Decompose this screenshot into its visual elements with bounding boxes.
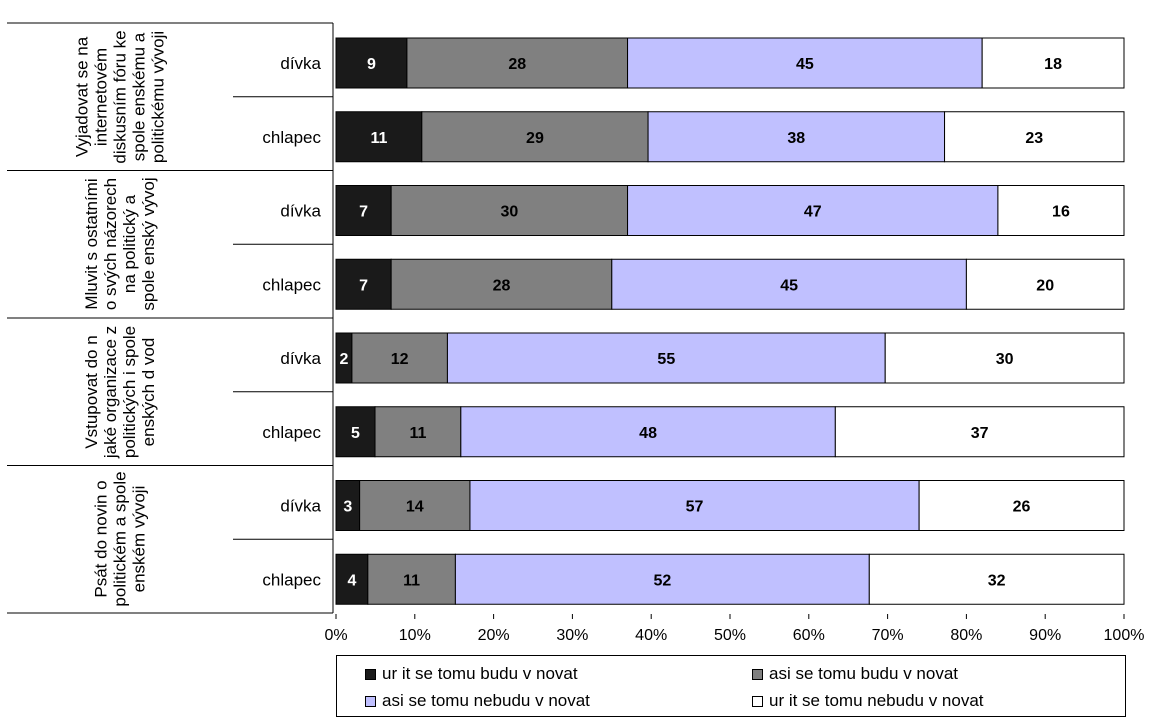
data-label-0-1-3: 23	[1025, 130, 1043, 147]
group-label-text-2: Vstupovat do n jaké organizace z politic…	[82, 325, 158, 458]
legend-swatch-0	[365, 668, 376, 680]
legend-swatch-1	[752, 668, 763, 680]
data-label-1-1-1: 28	[493, 277, 511, 294]
data-label-2-0-0: 2	[340, 351, 349, 368]
data-label-3-0-3: 26	[1013, 499, 1031, 516]
data-label-0-1-2: 38	[787, 130, 805, 147]
bar-1-1-1	[390, 258, 613, 310]
row-label-0-0: dívka	[280, 54, 321, 73]
data-label-1-1-3: 20	[1036, 277, 1054, 294]
group-label-text-0: Vyjadovat se na internetovém diskusním f…	[72, 30, 168, 164]
legend-item-1: asi se tomu budu v novat	[752, 664, 958, 684]
bar-0-0-1	[406, 37, 629, 89]
x-tick-label-1: 10%	[399, 627, 431, 644]
bar-2-1-3	[834, 406, 1125, 458]
bar-0-0-0	[335, 37, 408, 89]
data-label-2-0-1: 12	[391, 351, 409, 368]
bar-3-1-2	[454, 553, 870, 605]
legend-label-0: ur it se tomu budu v novat	[382, 664, 578, 683]
data-label-1-0-2: 47	[804, 204, 822, 221]
data-label-2-1-3: 37	[971, 425, 989, 442]
legend-label-3: ur it se tomu nebudu v novat	[769, 691, 984, 710]
bar-1-0-0	[335, 185, 392, 236]
data-label-3-0-1: 14	[406, 499, 424, 516]
bar-2-0-1	[351, 332, 448, 384]
bar-2-0-3	[884, 332, 1125, 384]
legend-item-3: ur it se tomu nebudu v novat	[752, 691, 984, 711]
data-label-1-1-2: 45	[780, 277, 798, 294]
group-label-3: Psát do novin o politickém a spole enské…	[7, 466, 233, 614]
data-label-2-1-0: 5	[351, 425, 360, 442]
legend-label-1: asi se tomu budu v novat	[769, 664, 959, 683]
row-label-0-1: chlapec	[262, 128, 321, 147]
bar-1-1-3	[965, 258, 1125, 310]
bar-0-0-3	[981, 37, 1125, 89]
data-label-3-0-0: 3	[343, 499, 352, 516]
bar-3-0-2	[469, 480, 920, 531]
bar-3-1-1	[367, 553, 456, 605]
data-label-3-0-2: 57	[686, 499, 704, 516]
row-label-1-1: chlapec	[262, 275, 321, 294]
data-label-0-0-1: 28	[508, 56, 526, 73]
bar-3-1-3	[868, 553, 1125, 605]
data-label-3-1-2: 52	[653, 572, 671, 589]
bar-0-1-0	[335, 111, 423, 163]
x-tick-label-7: 70%	[872, 627, 904, 644]
x-tick-label-0: 0%	[324, 627, 347, 644]
row-label-3-1: chlapec	[262, 570, 321, 589]
x-tick-label-8: 80%	[950, 627, 982, 644]
data-label-1-0-3: 16	[1052, 204, 1070, 221]
data-label-3-1-3: 32	[988, 572, 1006, 589]
row-label-3-0: dívka	[280, 497, 321, 516]
data-label-0-1-0: 11	[370, 130, 387, 147]
data-label-0-1-1: 29	[526, 130, 544, 147]
bar-1-0-3	[997, 185, 1125, 236]
data-label-1-0-1: 30	[500, 204, 518, 221]
group-label-text-1: Mluvit s ostatními o svých názorech na p…	[82, 177, 158, 311]
x-tick-label-5: 50%	[714, 627, 746, 644]
data-label-2-0-2: 55	[657, 351, 675, 368]
data-label-2-1-1: 11	[409, 425, 426, 442]
legend-item-0: ur it se tomu budu v novat	[365, 664, 578, 684]
row-label-2-1: chlapec	[262, 423, 321, 442]
bar-2-1-1	[374, 406, 462, 458]
x-tick-label-6: 60%	[793, 627, 825, 644]
x-tick-label-4: 40%	[635, 627, 667, 644]
bar-0-1-1	[421, 111, 649, 163]
x-tick-label-10: 100%	[1104, 627, 1145, 644]
bar-0-0-2	[627, 37, 983, 89]
bar-1-0-2	[627, 185, 999, 236]
row-label-2-0: dívka	[280, 349, 321, 368]
bar-3-0-3	[918, 480, 1125, 531]
x-tick-label-2: 20%	[478, 627, 510, 644]
data-label-0-0-2: 45	[796, 56, 814, 73]
legend-swatch-3	[752, 695, 763, 707]
bar-0-1-3	[944, 111, 1125, 163]
data-label-0-0-3: 18	[1044, 56, 1062, 73]
group-label-1: Mluvit s ostatními o svých názorech na p…	[7, 171, 233, 319]
legend-item-2: asi se tomu nebudu v novat	[365, 691, 590, 711]
bar-0-1-2	[647, 111, 946, 163]
data-label-2-1-2: 48	[639, 425, 657, 442]
x-tick-label-3: 30%	[556, 627, 588, 644]
bar-1-1-2	[611, 258, 967, 310]
bar-2-0-2	[446, 332, 886, 384]
bar-1-0-1	[390, 185, 629, 236]
legend: ur it se tomu budu v novat asi se tomu b…	[336, 655, 1126, 717]
legend-label-2: asi se tomu nebudu v novat	[382, 691, 590, 710]
x-tick-label-9: 90%	[1029, 627, 1061, 644]
data-label-1-0-0: 7	[359, 204, 368, 221]
group-label-0: Vyjadovat se na internetovém diskusním f…	[7, 23, 233, 171]
data-label-2-0-3: 30	[996, 351, 1014, 368]
legend-swatch-2	[365, 695, 376, 707]
group-label-text-3: Psát do novin o politickém a spole enské…	[91, 471, 149, 607]
data-label-3-1-0: 4	[347, 572, 356, 589]
row-label-1-0: dívka	[280, 202, 321, 221]
bar-2-1-0	[335, 406, 376, 458]
data-label-1-1-0: 7	[359, 277, 368, 294]
data-label-3-1-1: 11	[403, 572, 420, 589]
data-label-0-0-0: 9	[367, 56, 376, 73]
group-label-2: Vstupovat do n jaké organizace z politic…	[7, 318, 233, 466]
